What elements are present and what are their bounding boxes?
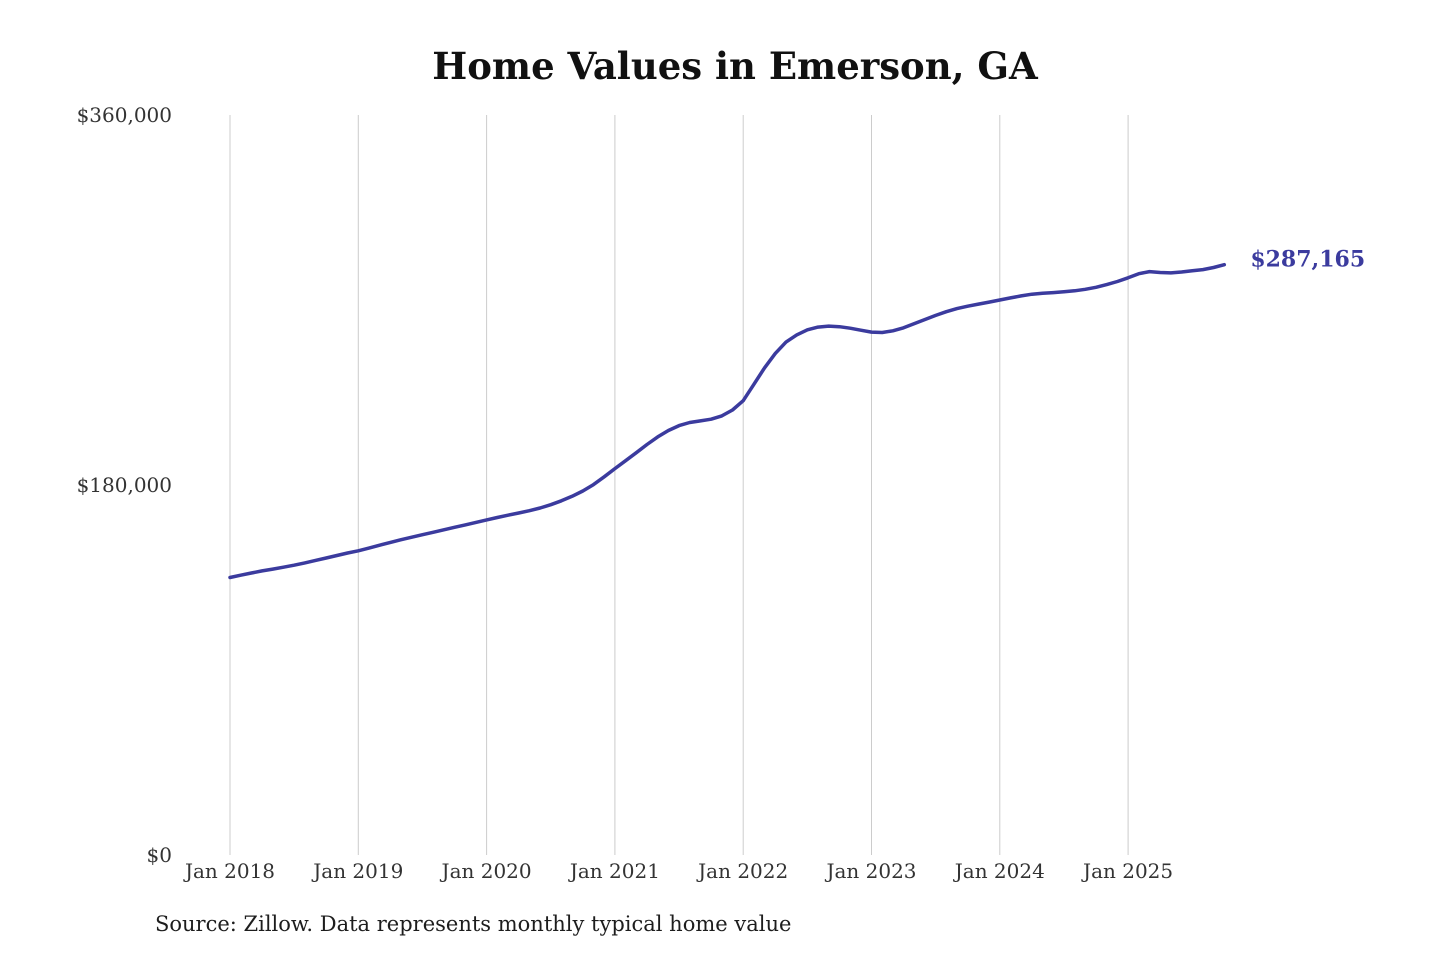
value-line (228, 262, 1227, 580)
x-tick-label: Jan 2019 (311, 859, 403, 883)
y-tick-label: $360,000 (77, 103, 172, 127)
chart-title: Home Values in Emerson, GA (432, 44, 1038, 88)
x-tick-label: Jan 2018 (183, 859, 275, 883)
y-tick-label: $0 (147, 843, 172, 867)
source-note: Source: Zillow. Data represents monthly … (155, 912, 792, 936)
x-tick-label: Jan 2020 (440, 859, 532, 883)
x-tick-label: Jan 2021 (568, 859, 660, 883)
x-tick-label: Jan 2023 (824, 859, 916, 883)
x-tick-label: Jan 2025 (1081, 859, 1173, 883)
x-tick-label: Jan 2022 (696, 859, 788, 883)
y-tick-label: $180,000 (77, 473, 172, 497)
current-value-label: $287,165 (1250, 247, 1365, 273)
x-tick-label: Jan 2024 (953, 859, 1045, 883)
